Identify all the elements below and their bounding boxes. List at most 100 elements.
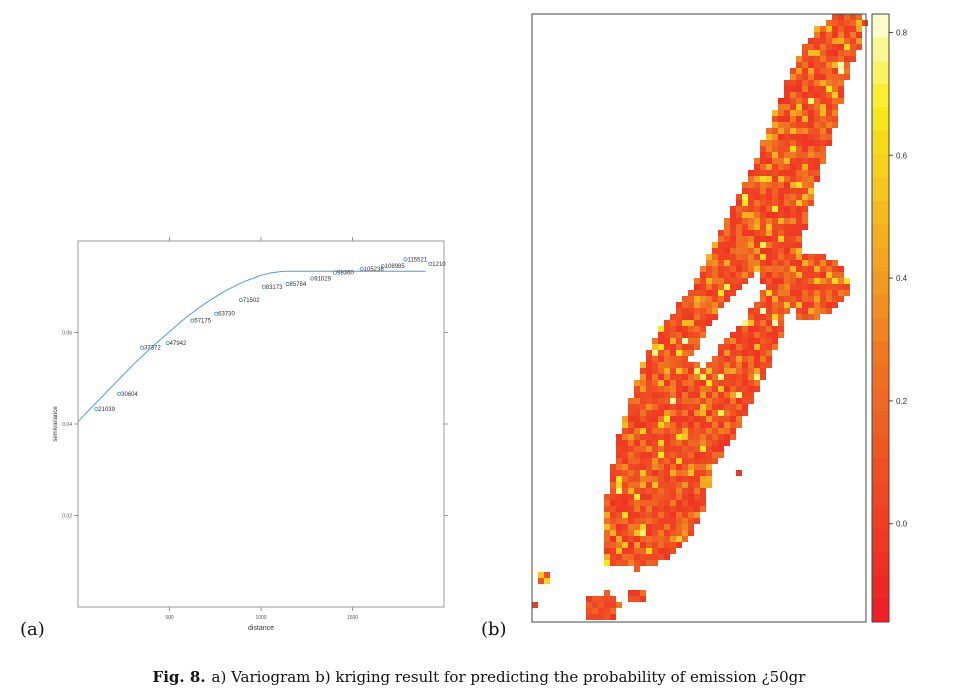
kriging-cell <box>820 272 826 278</box>
kriging-cell <box>652 374 658 380</box>
kriging-cell <box>802 50 808 56</box>
kriging-cell <box>724 368 730 374</box>
kriging-cell <box>796 182 802 188</box>
kriging-cell <box>682 452 688 458</box>
kriging-cell <box>610 482 616 488</box>
kriging-cell <box>706 314 712 320</box>
kriging-cell <box>640 392 646 398</box>
kriging-cell <box>676 344 682 350</box>
kriging-cell <box>652 482 658 488</box>
kriging-cell <box>760 188 766 194</box>
kriging-cell <box>700 386 706 392</box>
kriging-cell <box>814 170 820 176</box>
kriging-cell <box>616 446 622 452</box>
kriging-cell <box>646 554 652 560</box>
kriging-cell <box>688 350 694 356</box>
kriging-cell <box>724 224 730 230</box>
kriging-cell <box>640 368 646 374</box>
kriging-cell <box>652 410 658 416</box>
kriging-cell <box>808 152 814 158</box>
kriging-cell <box>688 500 694 506</box>
kriging-cell <box>604 536 610 542</box>
kriging-cell <box>634 530 640 536</box>
kriging-cell <box>724 362 730 368</box>
kriging-cell <box>790 206 796 212</box>
kriging-cell <box>832 296 838 302</box>
kriging-cell <box>712 422 718 428</box>
kriging-cell <box>778 278 784 284</box>
kriging-cell <box>826 92 832 98</box>
kriging-cell <box>688 410 694 416</box>
kriging-cell <box>664 362 670 368</box>
kriging-cell <box>586 596 592 602</box>
kriging-cell <box>628 476 634 482</box>
kriging-cell <box>682 392 688 398</box>
kriging-cell <box>802 296 808 302</box>
kriging-cell <box>814 152 820 158</box>
kriging-cell <box>748 206 754 212</box>
kriging-cell <box>610 476 616 482</box>
kriging-cell <box>808 188 814 194</box>
kriging-cell <box>772 182 778 188</box>
kriging-cell <box>808 56 814 62</box>
kriging-cell <box>760 236 766 242</box>
kriging-cell <box>640 464 646 470</box>
kriging-cell <box>820 44 826 50</box>
kriging-cell <box>760 278 766 284</box>
kriging-cell <box>706 440 712 446</box>
kriging-cell <box>664 494 670 500</box>
kriging-cell <box>820 68 826 74</box>
kriging-cell <box>748 350 754 356</box>
kriging-cell <box>826 26 832 32</box>
kriging-cell <box>646 386 652 392</box>
kriging-cell <box>850 32 856 38</box>
kriging-cell <box>796 140 802 146</box>
kriging-cell <box>640 596 646 602</box>
colorbar-band <box>872 107 889 132</box>
kriging-cell <box>766 128 772 134</box>
kriging-cell <box>718 368 724 374</box>
colorbar-band <box>872 481 889 506</box>
kriging-cell <box>670 494 676 500</box>
kriging-cell <box>772 140 778 146</box>
kriging-cell <box>778 290 784 296</box>
kriging-cell <box>790 302 796 308</box>
kriging-cell <box>622 434 628 440</box>
kriging-cell <box>682 380 688 386</box>
variogram-point-label: 115521 <box>408 257 428 263</box>
kriging-cell <box>610 524 616 530</box>
kriging-cell <box>610 608 616 614</box>
kriging-cell <box>748 314 754 320</box>
kriging-cell <box>628 428 634 434</box>
kriging-cell <box>640 422 646 428</box>
kriging-cell <box>670 500 676 506</box>
kriging-cell <box>766 326 772 332</box>
kriging-cell <box>712 392 718 398</box>
kriging-cell <box>778 212 784 218</box>
kriging-cell <box>784 194 790 200</box>
kriging-cell <box>814 38 820 44</box>
kriging-cell <box>736 194 742 200</box>
kriging-cell <box>790 266 796 272</box>
kriging-cell <box>622 488 628 494</box>
kriging-cell <box>820 122 826 128</box>
kriging-cell <box>712 296 718 302</box>
kriging-cell <box>730 236 736 242</box>
kriging-cell <box>796 284 802 290</box>
kriging-cell <box>724 416 730 422</box>
kriging-cell <box>754 206 760 212</box>
kriging-cell <box>718 284 724 290</box>
kriging-cell <box>778 110 784 116</box>
kriging-cell <box>718 230 724 236</box>
kriging-cell <box>772 248 778 254</box>
kriging-cell <box>808 80 814 86</box>
kriging-cell <box>796 188 802 194</box>
kriging-cell <box>682 458 688 464</box>
kriging-cell <box>808 122 814 128</box>
kriging-cell <box>826 20 832 26</box>
kriging-cell <box>628 410 634 416</box>
kriging-cell <box>796 260 802 266</box>
kriging-cell <box>802 110 808 116</box>
kriging-cell <box>664 554 670 560</box>
kriging-cell <box>634 458 640 464</box>
